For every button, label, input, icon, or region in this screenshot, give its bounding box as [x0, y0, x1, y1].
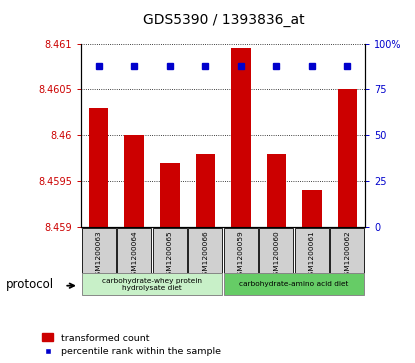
Text: GSM1200066: GSM1200066	[202, 231, 208, 280]
Text: GSM1200064: GSM1200064	[131, 231, 137, 280]
Bar	[160, 163, 180, 227]
Text: carbohydrate-whey protein
hydrolysate diet: carbohydrate-whey protein hydrolysate di…	[102, 278, 202, 291]
Text: GSM1200065: GSM1200065	[167, 231, 173, 280]
Bar	[89, 108, 108, 227]
Bar	[302, 190, 322, 227]
FancyBboxPatch shape	[153, 228, 187, 273]
FancyBboxPatch shape	[330, 228, 364, 273]
Text: GSM1200059: GSM1200059	[238, 231, 244, 280]
FancyBboxPatch shape	[224, 228, 258, 273]
Bar	[266, 154, 286, 227]
Text: GSM1200060: GSM1200060	[273, 231, 279, 280]
Bar	[231, 48, 251, 227]
Text: GSM1200062: GSM1200062	[344, 231, 350, 280]
Text: GDS5390 / 1393836_at: GDS5390 / 1393836_at	[143, 13, 305, 27]
Bar	[338, 89, 357, 227]
Text: protocol: protocol	[5, 278, 54, 291]
FancyBboxPatch shape	[117, 228, 151, 273]
Text: carbohydrate-amino acid diet: carbohydrate-amino acid diet	[239, 281, 349, 287]
FancyBboxPatch shape	[295, 228, 329, 273]
FancyBboxPatch shape	[259, 228, 293, 273]
Text: GSM1200063: GSM1200063	[96, 231, 102, 280]
FancyBboxPatch shape	[188, 228, 222, 273]
FancyBboxPatch shape	[224, 273, 364, 295]
Legend: transformed count, percentile rank within the sample: transformed count, percentile rank withi…	[42, 333, 221, 356]
Bar	[195, 154, 215, 227]
FancyBboxPatch shape	[82, 228, 116, 273]
Bar	[124, 135, 144, 227]
FancyBboxPatch shape	[82, 273, 222, 295]
Text: GSM1200061: GSM1200061	[309, 231, 315, 280]
